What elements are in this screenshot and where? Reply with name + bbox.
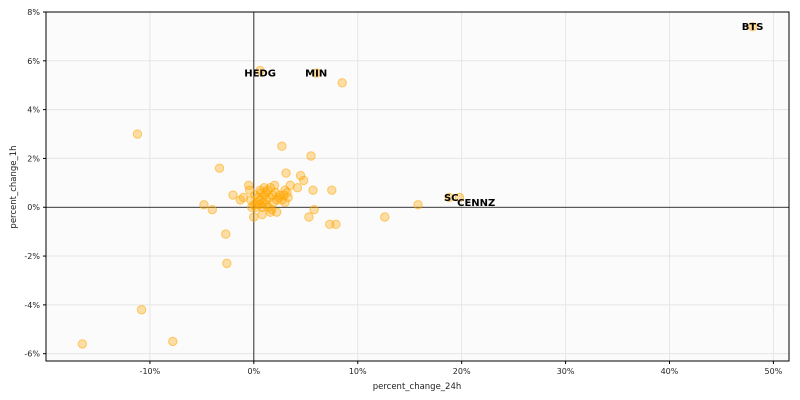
data-point — [277, 141, 287, 151]
data-point — [271, 207, 282, 217]
y-axis-ticks: -6% -4% -2% 0% 2% 4% 6% 8% — [24, 8, 46, 359]
y-tick-label: 4% — [27, 106, 40, 115]
data-point — [271, 195, 282, 205]
data-point — [132, 129, 143, 139]
data-point — [304, 212, 314, 222]
y-axis-label: percent_change_1h — [9, 145, 19, 228]
data-point — [168, 336, 178, 347]
data-point — [207, 204, 217, 215]
y-tick-label: -4% — [24, 301, 40, 310]
annotation-label: SC — [444, 193, 459, 204]
data-point — [266, 204, 277, 215]
data-point — [214, 163, 225, 173]
data-point — [222, 258, 232, 269]
x-tick-label: 10% — [349, 367, 367, 376]
y-tick-label: -2% — [24, 252, 40, 261]
zero-lines — [46, 12, 789, 361]
data-point — [306, 151, 316, 161]
data-point — [444, 192, 454, 203]
x-tick-label: -10% — [140, 367, 161, 376]
data-point — [299, 175, 309, 186]
y-tick-label: 0% — [27, 203, 40, 212]
data-point — [309, 204, 319, 215]
plot-frame — [45, 11, 790, 362]
data-point — [454, 192, 465, 203]
data-point — [249, 212, 259, 222]
data-point — [235, 195, 246, 205]
data-point — [282, 187, 292, 198]
y-tick-label: 2% — [27, 154, 40, 163]
data-point — [280, 197, 290, 208]
data-point — [380, 212, 390, 222]
data-point — [77, 339, 88, 349]
annotation-label: MIN — [305, 69, 327, 80]
data-point — [221, 229, 231, 239]
data-point — [257, 202, 267, 212]
data-point — [255, 65, 265, 76]
data-point — [228, 190, 238, 200]
data-point — [747, 21, 758, 32]
x-axis-ticks: -10% 0% 10% 20% 30% 40% 50% — [140, 361, 783, 376]
y-tick-label: 6% — [27, 57, 40, 66]
plot-background — [46, 12, 789, 361]
data-point — [331, 219, 341, 230]
data-point — [413, 200, 423, 210]
data-points — [77, 21, 758, 349]
x-tick-label: 40% — [661, 367, 679, 376]
data-point — [337, 78, 347, 88]
data-point — [308, 185, 318, 195]
data-point — [199, 200, 209, 210]
data-point — [295, 170, 306, 181]
data-point — [311, 68, 321, 78]
data-point — [247, 202, 257, 212]
x-tick-label: 30% — [557, 367, 575, 376]
annotation-label: BTS — [742, 22, 764, 33]
x-axis-label: percent_change_24h — [373, 382, 462, 392]
annotation-label: HEDG — [244, 69, 276, 80]
y-tick-label: 8% — [27, 8, 40, 17]
annotation-label: CENNZ — [457, 198, 495, 209]
data-point — [257, 209, 267, 220]
x-tick-label: 20% — [453, 367, 471, 376]
data-point — [292, 183, 303, 193]
x-tick-label: 50% — [765, 367, 783, 376]
y-tick-label: -6% — [24, 350, 40, 359]
data-point — [327, 185, 337, 195]
data-point — [281, 168, 291, 178]
data-point — [261, 187, 272, 198]
x-tick-label: 0% — [247, 367, 260, 376]
data-point — [136, 305, 147, 315]
data-point — [269, 180, 280, 190]
